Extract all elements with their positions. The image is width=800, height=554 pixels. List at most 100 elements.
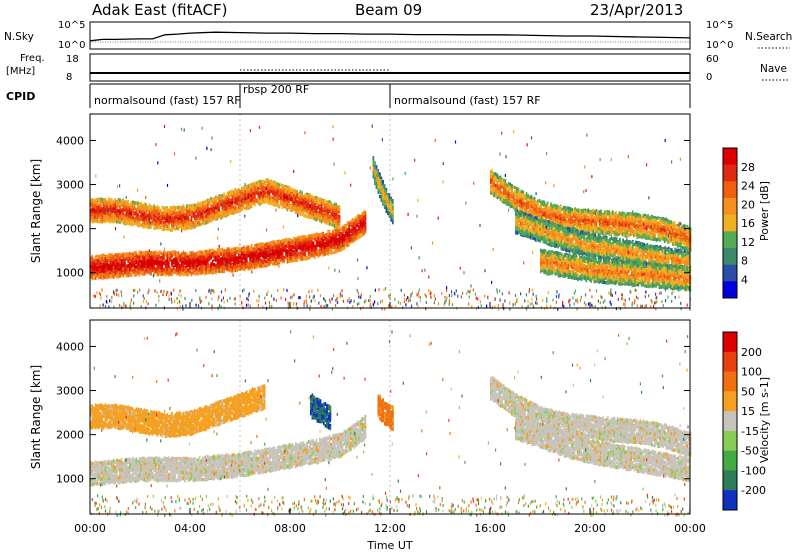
echo-cell bbox=[107, 273, 110, 277]
echo-cell bbox=[109, 211, 112, 215]
echo-cell bbox=[124, 205, 126, 210]
echo-cell bbox=[205, 264, 207, 269]
echo-cell bbox=[197, 269, 199, 273]
echo-cell bbox=[184, 212, 186, 217]
echo-cell bbox=[117, 257, 120, 261]
echo-cell bbox=[96, 254, 99, 258]
echo-cell bbox=[241, 263, 243, 267]
echo-cell bbox=[179, 215, 181, 219]
echo-cell bbox=[330, 248, 333, 252]
echo-cell bbox=[153, 270, 155, 274]
echo-cell bbox=[161, 258, 164, 262]
echo-cell bbox=[109, 266, 112, 270]
echo-cell bbox=[273, 240, 276, 244]
echo-cell bbox=[189, 263, 191, 267]
echo-cell bbox=[135, 269, 138, 274]
echo-cell bbox=[340, 234, 342, 238]
echo-cell bbox=[111, 219, 113, 223]
echo-cell bbox=[163, 256, 165, 261]
echo-cell bbox=[146, 267, 149, 271]
echo-cell bbox=[228, 249, 230, 253]
echo-cell bbox=[119, 218, 121, 222]
echo-cell bbox=[314, 238, 316, 242]
echo-cell bbox=[138, 251, 141, 256]
echo-cell bbox=[101, 207, 103, 211]
echo-cell bbox=[302, 241, 305, 245]
echo-cell bbox=[330, 239, 333, 244]
echo-cell bbox=[254, 259, 256, 263]
echo-cell bbox=[168, 265, 170, 269]
echo-cell bbox=[94, 273, 97, 277]
echo-cell bbox=[216, 248, 219, 252]
echo-cell bbox=[327, 233, 329, 238]
echo-cell bbox=[104, 215, 107, 219]
echo-cell bbox=[286, 257, 289, 261]
echo-cell bbox=[216, 250, 219, 255]
echo-cell bbox=[268, 241, 271, 245]
echo-cell bbox=[314, 245, 316, 249]
echo-cell bbox=[358, 219, 360, 224]
echo-cell bbox=[171, 222, 173, 226]
echo-cell bbox=[182, 266, 185, 270]
echo-cell bbox=[179, 272, 181, 277]
echo-cell bbox=[194, 270, 196, 275]
echo-cell bbox=[317, 237, 320, 242]
echo-cell bbox=[207, 271, 209, 275]
echo-cell bbox=[288, 238, 290, 242]
echo-cell bbox=[332, 245, 334, 250]
echo-cell bbox=[122, 273, 125, 277]
echo-cell bbox=[140, 251, 142, 255]
echo-cell bbox=[138, 270, 141, 275]
echo-cell bbox=[182, 214, 185, 218]
echo-cell bbox=[172, 223, 175, 228]
echo-cell bbox=[210, 262, 212, 266]
echo-cell bbox=[112, 200, 115, 205]
echo-cell bbox=[311, 249, 313, 253]
echo-cell bbox=[130, 263, 133, 267]
echo-cell bbox=[101, 255, 103, 260]
echo-cell bbox=[237, 267, 240, 271]
echo-cell bbox=[119, 271, 121, 275]
echo-cell bbox=[169, 256, 172, 261]
echo-cell bbox=[99, 197, 102, 202]
echo-cell bbox=[307, 240, 310, 244]
echo-cell bbox=[130, 266, 133, 271]
echo-cell bbox=[179, 220, 181, 224]
echo-cell bbox=[93, 208, 95, 212]
echo-cell bbox=[189, 225, 191, 230]
echo-cell bbox=[137, 265, 139, 269]
echo-cell bbox=[246, 261, 248, 265]
echo-cell bbox=[163, 220, 165, 225]
echo-cell bbox=[96, 202, 99, 206]
echo-cell bbox=[255, 251, 258, 256]
echo-cell bbox=[203, 249, 206, 254]
echo-cell bbox=[119, 257, 121, 262]
echo-cell bbox=[263, 255, 266, 259]
echo-cell bbox=[150, 205, 152, 209]
echo-cell bbox=[270, 256, 272, 260]
echo-cell bbox=[296, 245, 298, 249]
echo-cell bbox=[302, 257, 305, 261]
echo-cell bbox=[132, 257, 134, 262]
echo-cell bbox=[166, 254, 168, 258]
echo-cell bbox=[190, 251, 193, 255]
echo-cell bbox=[116, 269, 118, 273]
echo-cell bbox=[332, 236, 334, 241]
echo-cell bbox=[168, 253, 170, 257]
echo-cell bbox=[215, 255, 217, 260]
echo-cell bbox=[283, 241, 285, 246]
echo-cell bbox=[345, 225, 347, 230]
echo-cell bbox=[96, 216, 99, 220]
echo-cell bbox=[353, 237, 355, 241]
echo-cell bbox=[166, 263, 168, 267]
echo-cell bbox=[129, 267, 131, 271]
station-title: Adak East (fitACF) bbox=[92, 1, 227, 19]
echo-cell bbox=[137, 208, 139, 212]
echo-cell bbox=[333, 243, 336, 248]
echo-cell bbox=[246, 254, 248, 258]
echo-cell bbox=[218, 254, 220, 259]
echo-cell bbox=[281, 244, 284, 248]
echo-cell bbox=[169, 219, 172, 223]
echo-cell bbox=[205, 259, 207, 263]
echo-cell bbox=[190, 257, 193, 262]
